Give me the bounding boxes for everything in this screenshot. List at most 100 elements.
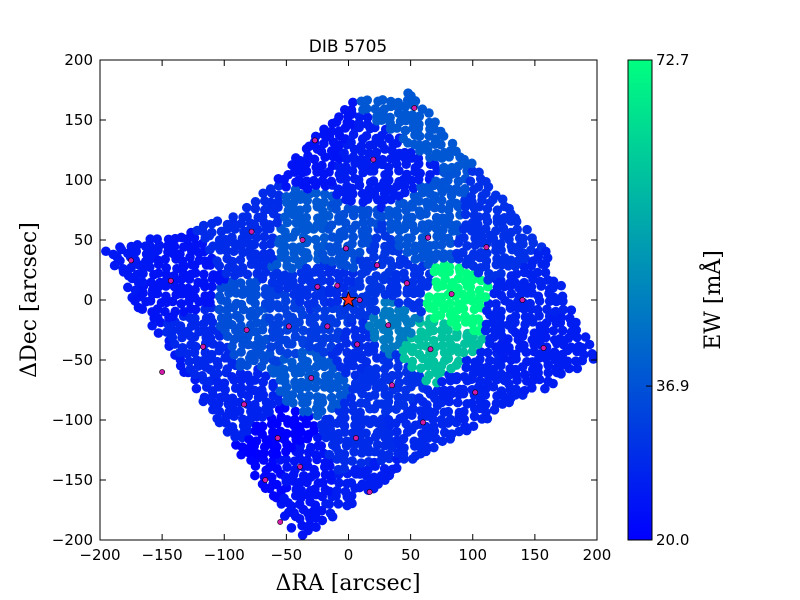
spaxel-point — [212, 356, 223, 367]
spaxel-point — [424, 292, 434, 302]
spaxel-point — [377, 219, 387, 229]
y-tick-label: −50 — [61, 351, 93, 369]
spaxel-point — [191, 383, 202, 394]
spaxel-point — [348, 152, 359, 162]
spaxel-point — [118, 263, 128, 274]
spaxel-point — [353, 175, 364, 185]
spaxel-point — [572, 363, 583, 374]
spaxel-point — [250, 461, 261, 471]
spaxel-point — [504, 379, 514, 389]
x-axis-label: ΔRA [arcsec] — [275, 571, 420, 596]
spaxel-point — [325, 357, 335, 367]
spaxel-point — [266, 472, 277, 483]
spaxel-point — [312, 197, 322, 207]
bin-center-marker — [483, 244, 490, 251]
spaxel-point — [393, 97, 404, 108]
spaxel-point — [425, 169, 435, 180]
spaxel-point — [264, 219, 275, 230]
spaxel-point — [296, 493, 306, 503]
spaxel-point — [525, 269, 535, 279]
spaxel-point — [465, 282, 476, 292]
spaxel-point — [175, 321, 186, 331]
spaxel-point — [384, 184, 395, 194]
spaxel-point — [380, 297, 391, 308]
spaxel-point — [527, 233, 537, 243]
spaxel-point — [207, 281, 217, 292]
spaxel-point — [319, 197, 329, 208]
spaxel-point — [199, 277, 209, 287]
spaxel-point — [496, 346, 507, 356]
spaxel-point — [518, 233, 528, 244]
spaxel-point — [445, 298, 455, 309]
spaxel-point — [309, 320, 320, 331]
spaxel-point — [191, 341, 201, 352]
spaxel-point — [319, 138, 329, 149]
spaxel-point — [228, 212, 238, 222]
spaxel-point — [251, 232, 262, 243]
spaxel-point — [272, 299, 283, 310]
spaxel-point — [316, 146, 327, 157]
spaxel-point — [414, 196, 424, 206]
spaxel-point — [423, 219, 434, 229]
spaxel-point — [160, 306, 170, 317]
spaxel-point — [250, 203, 261, 214]
spaxel-point — [346, 313, 357, 323]
spaxel-point — [362, 256, 372, 267]
spaxel-point — [361, 415, 372, 425]
spaxel-point — [347, 498, 357, 509]
spaxel-point — [197, 370, 207, 381]
spaxel-point — [393, 392, 404, 403]
spaxel-point — [408, 183, 419, 193]
spaxel-point — [147, 320, 157, 331]
spaxel-point — [334, 140, 345, 150]
x-tick-label: −200 — [79, 546, 120, 564]
spaxel-point — [533, 291, 544, 302]
spaxel-point — [376, 421, 387, 431]
colorbar-tick-label: 36.9 — [656, 377, 689, 395]
spaxel-point — [316, 505, 327, 516]
bin-center-marker — [343, 245, 349, 252]
bin-center-marker — [324, 323, 331, 330]
y-tick-label: 50 — [74, 231, 93, 249]
spaxel-point — [282, 348, 293, 359]
spaxel-point — [326, 392, 337, 403]
spaxel-point — [460, 184, 470, 194]
spaxel-point — [317, 515, 328, 526]
spaxel-point — [152, 312, 163, 323]
spaxel-point — [383, 328, 394, 338]
spaxel-point — [385, 112, 395, 123]
spaxel-point — [301, 248, 312, 258]
spaxel-point — [458, 303, 469, 314]
spaxel-point — [161, 263, 172, 273]
spaxel-point — [511, 384, 521, 395]
spaxel-point — [372, 440, 383, 450]
spaxel-point — [324, 414, 335, 425]
spaxel-point — [301, 166, 312, 176]
spaxel-point — [350, 370, 361, 381]
spaxel-point — [312, 432, 323, 443]
spaxel-point — [348, 400, 358, 411]
spaxel-point — [346, 393, 357, 403]
spaxel-point — [481, 256, 492, 266]
spaxel-point — [304, 391, 314, 401]
spaxel-point — [302, 285, 312, 295]
spaxel-point — [271, 449, 282, 459]
spaxel-point — [525, 298, 535, 309]
spaxel-point — [297, 347, 308, 358]
spaxel-point — [415, 168, 425, 179]
y-axis-ticks: −200 −150 −100 −50 0 50 100 150 200 — [52, 51, 597, 549]
spaxel-point — [510, 311, 521, 321]
spaxel-point — [199, 269, 209, 280]
bin-center-marker — [248, 228, 255, 235]
spaxel-point — [257, 412, 268, 422]
spaxel-point — [331, 442, 341, 453]
spaxel-point — [413, 334, 424, 345]
spaxel-point — [260, 267, 271, 277]
spaxel-point — [265, 184, 276, 194]
spaxel-point — [414, 349, 425, 360]
spaxel-point — [436, 195, 447, 206]
spaxel-point — [399, 254, 409, 265]
spaxel-point — [214, 406, 225, 417]
spaxel-point — [549, 292, 559, 303]
spaxel-point — [333, 499, 344, 509]
